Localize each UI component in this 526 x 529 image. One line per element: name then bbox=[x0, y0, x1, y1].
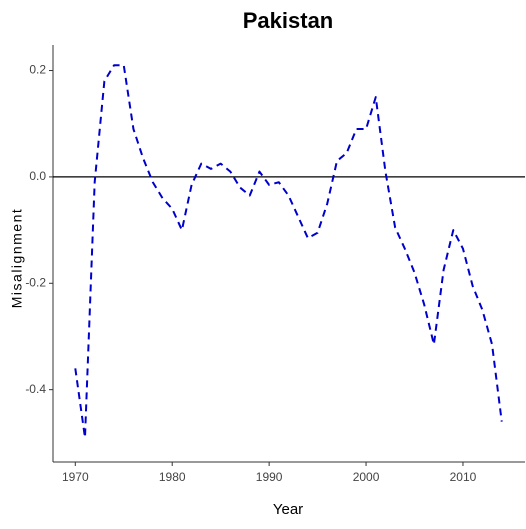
x-tick-label: 2010 bbox=[450, 470, 477, 484]
y-axis-label: Misalignment bbox=[9, 208, 25, 308]
chart-title: Pakistan bbox=[243, 8, 334, 33]
y-tick-label: 0.0 bbox=[29, 169, 46, 183]
x-tick-label: 1970 bbox=[62, 470, 89, 484]
x-axis-label: Year bbox=[273, 501, 303, 518]
y-tick-label: -0.2 bbox=[25, 275, 46, 289]
x-tick-label: 1990 bbox=[256, 470, 283, 484]
y-tick-label: -0.4 bbox=[25, 382, 46, 396]
x-tick-label: 1980 bbox=[159, 470, 186, 484]
data-line bbox=[74, 64, 503, 439]
y-tick-label: 0.2 bbox=[29, 63, 46, 77]
x-tick-label: 2000 bbox=[353, 470, 380, 484]
